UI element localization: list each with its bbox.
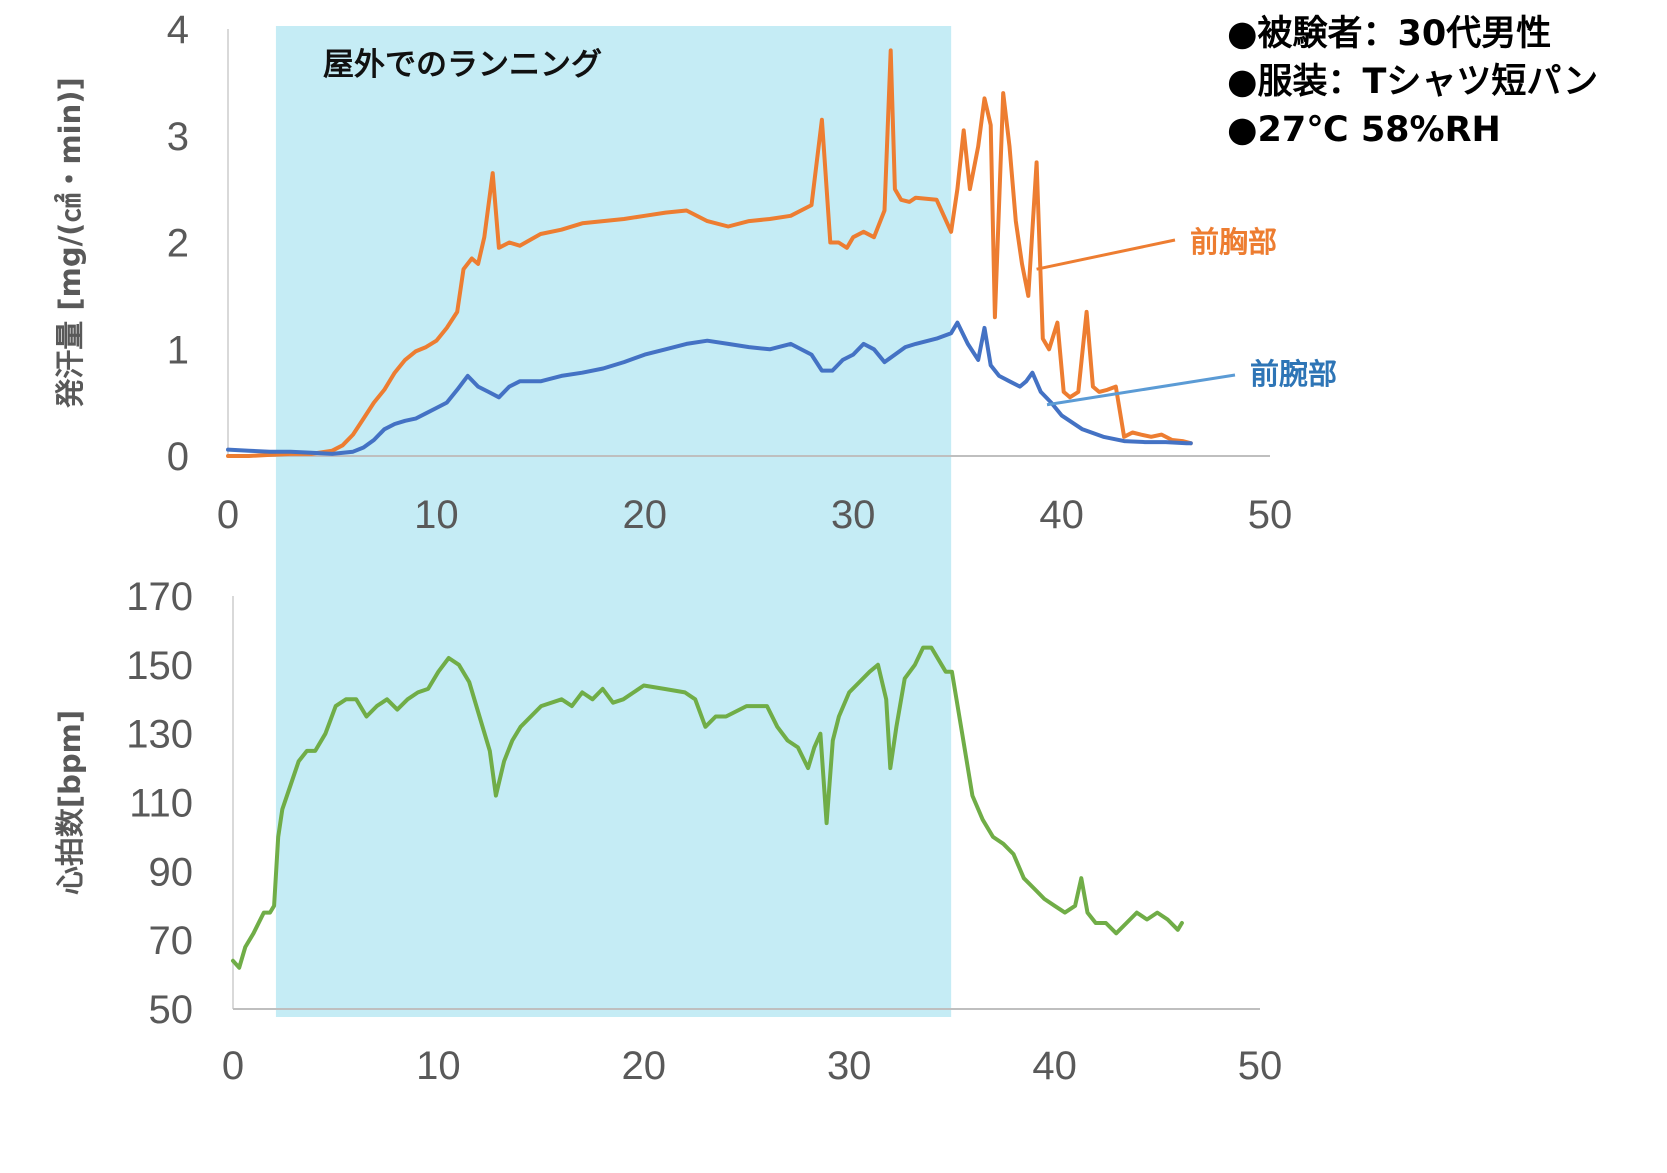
y-tick-label: 50: [149, 988, 194, 1032]
x-tick-label: 20: [623, 493, 668, 537]
legend-label: 前胸部: [1190, 225, 1277, 259]
y-tick-label: 3: [167, 115, 189, 159]
legend-label: 前腕部: [1250, 357, 1337, 391]
x-tick-label: 50: [1248, 493, 1293, 537]
x-tick-label: 10: [414, 493, 459, 537]
heart-rate-y-axis-label: 心拍数[bpm]: [53, 710, 87, 895]
subject-info: ●被験者：30代男性 ●服装：Tシャツ短パン ●27℃ 58%RH: [1227, 14, 1598, 150]
y-tick-label: 130: [126, 713, 193, 757]
sweat-rate-y-ticks: 0 1 2 3 4: [167, 8, 189, 479]
y-tick-label: 4: [167, 8, 189, 52]
x-tick-label: 10: [416, 1044, 461, 1088]
x-tick-label: 30: [827, 1044, 872, 1088]
heart-rate-x-ticks: 0 10 20 30 40 50: [222, 1044, 1282, 1088]
y-tick-label: 110: [129, 782, 193, 826]
x-tick-label: 20: [622, 1044, 667, 1088]
outdoor-running-label: 屋外でのランニング: [323, 47, 602, 83]
subject-info-line: ●被験者：30代男性: [1227, 14, 1551, 54]
y-tick-label: 90: [149, 850, 194, 894]
heart-rate-series: [231, 645, 1184, 970]
y-tick-label: 2: [167, 222, 189, 266]
y-tick-label: 0: [167, 435, 189, 479]
x-tick-label: 30: [831, 493, 876, 537]
sweat-rate-x-ticks: 0 10 20 30 40 50: [217, 493, 1292, 537]
heart-rate-y-ticks: 50 70 90 110 130 150 170: [126, 575, 193, 1032]
y-tick-label: 150: [126, 644, 193, 688]
series-line: [231, 645, 1184, 970]
clothing-info-line: ●服装：Tシャツ短パン: [1227, 62, 1598, 102]
legend-leader-line: [1036, 238, 1176, 271]
x-tick-label: 50: [1238, 1044, 1283, 1088]
series-line: [226, 48, 1193, 458]
x-tick-label: 40: [1032, 1044, 1077, 1088]
y-tick-label: 170: [126, 575, 193, 619]
series-line: [226, 320, 1193, 456]
legend-leader-line: [1046, 373, 1236, 407]
x-tick-label: 40: [1039, 493, 1084, 537]
outdoor-running-shaded-region: [275, 26, 952, 1017]
sweat-rate-y-axis-label: 発汗量 [mg/(㎠・min)]: [53, 77, 87, 408]
sweat-rate-series: [226, 48, 1193, 458]
y-tick-label: 70: [149, 919, 194, 963]
heart-rate-chart: 50 70 90 110 130 150 170 0 10 20 30 40 50 心拍数[bpm]: [53, 575, 1282, 1088]
x-tick-label: 0: [222, 1044, 244, 1088]
x-tick-label: 0: [217, 493, 239, 537]
y-tick-label: 1: [167, 328, 189, 372]
conditions-info-line: ●27℃ 58%RH: [1227, 110, 1501, 150]
